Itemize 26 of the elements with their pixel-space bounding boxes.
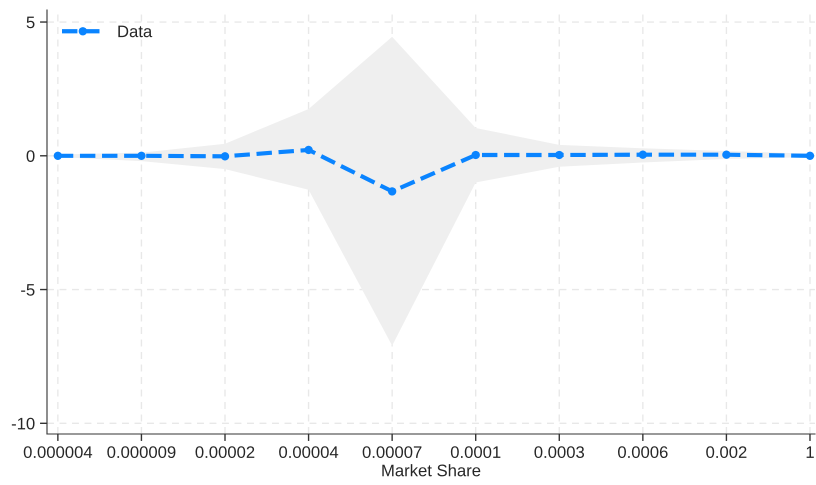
x-tick-label: 0.00004	[279, 446, 338, 458]
point	[806, 152, 814, 160]
point	[555, 150, 564, 160]
y-tick-label: -5	[21, 284, 34, 296]
x-tick-label: 0.0006	[618, 446, 668, 458]
x-tick-label: 0.000004	[24, 446, 92, 458]
x-tick-label: 0.0001	[450, 446, 500, 458]
y-tick-label: 0	[26, 150, 35, 162]
point	[54, 152, 62, 160]
y-tick-label: 5	[26, 16, 34, 28]
x-tick-label: 0.002	[706, 446, 746, 458]
x-tick-label: 0.00007	[362, 446, 422, 458]
x-tick-label: 1	[806, 446, 814, 458]
point	[304, 146, 313, 154]
point	[722, 150, 731, 159]
point	[638, 150, 648, 159]
x-tick-label: 0.00002	[196, 446, 254, 458]
legend-label: Data	[118, 26, 152, 38]
point	[388, 187, 396, 196]
y-tick-label: -10	[12, 418, 35, 430]
x-axis-title: Market Share	[382, 464, 480, 476]
point	[472, 150, 480, 160]
x-tick-label: 0.0003	[534, 446, 584, 458]
point	[220, 152, 230, 160]
x-tick-label: 0.000009	[107, 446, 176, 458]
point	[137, 152, 146, 160]
